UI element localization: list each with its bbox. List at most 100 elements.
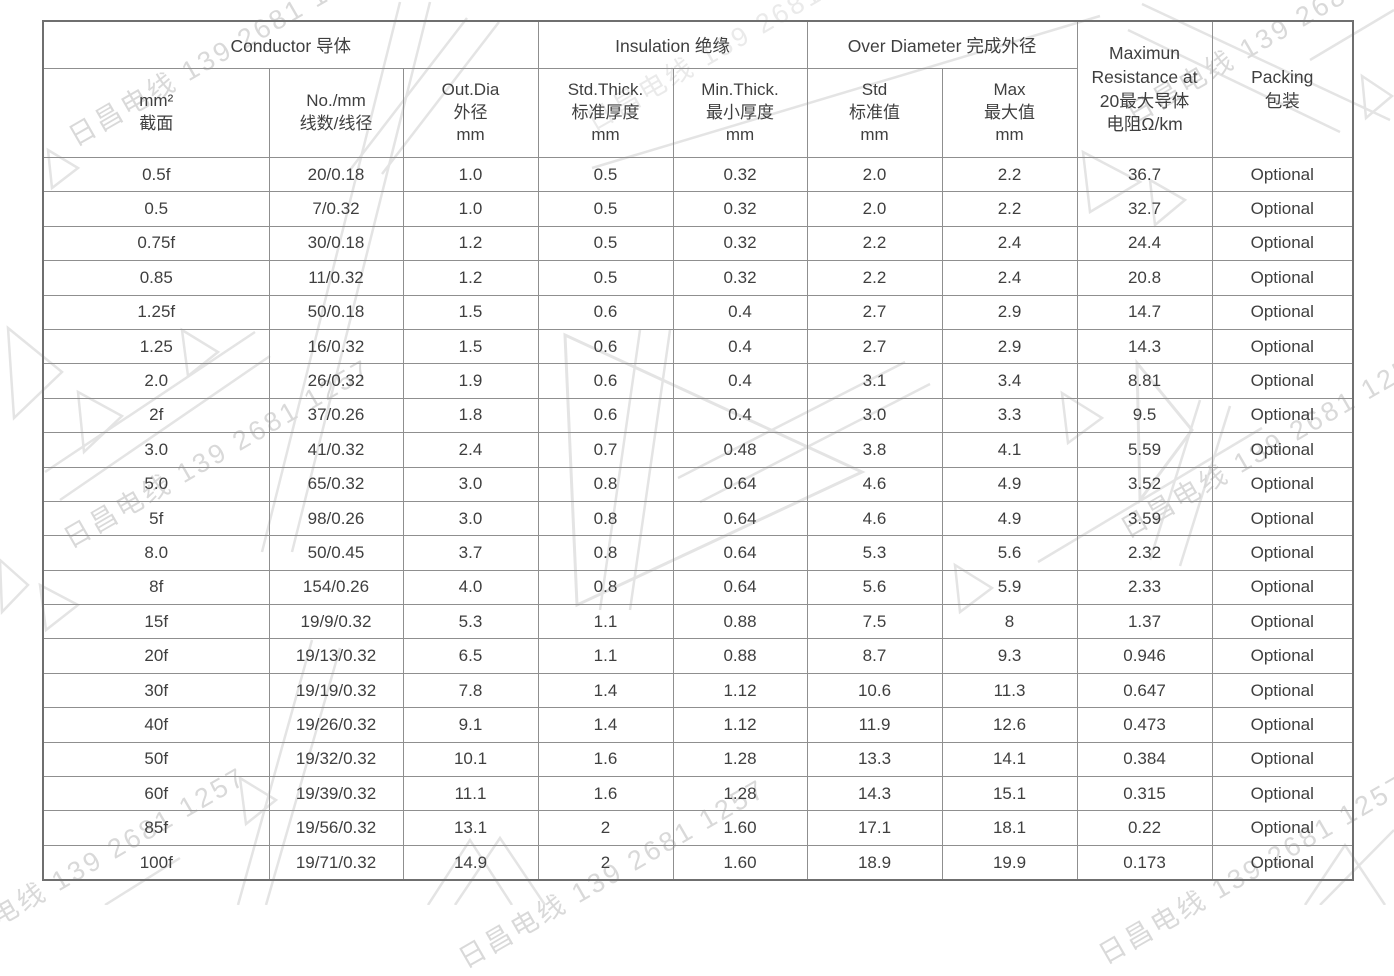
table-cell: 3.0 — [402, 466, 539, 502]
table-cell: 1.25 — [42, 328, 270, 365]
table-cell: 0.6 — [537, 397, 674, 434]
table-cell: 2.33 — [1076, 569, 1213, 606]
table-cell: 2.2 — [941, 156, 1078, 193]
table-cell: 18.1 — [941, 810, 1078, 846]
table-cell: 6.5 — [402, 638, 539, 674]
table-cell: 1.25f — [42, 294, 270, 330]
table-cell: 17.1 — [806, 810, 943, 846]
table-cell: 3.52 — [1076, 466, 1213, 502]
table-cell: 0.64 — [672, 535, 808, 571]
header-max-resistance: Maximun Resistance at 20最大导体 电阻Ω/km — [1076, 20, 1213, 158]
table-cell: 2 — [537, 810, 674, 846]
table-cell: 2f — [42, 397, 270, 434]
table-cell: 0.8 — [537, 569, 674, 606]
table-cell: 12.6 — [941, 707, 1078, 743]
table-cell: 8f — [42, 569, 270, 606]
table-cell: 0.64 — [672, 569, 808, 606]
table-cell: 5.6 — [806, 569, 943, 606]
table-cell: 1.6 — [537, 741, 674, 778]
header-no-per-mm: No./mm 线数/线径 — [268, 68, 404, 158]
table-cell: 7.8 — [402, 672, 539, 709]
header-group-conductor: Conductor 导体 — [42, 20, 539, 69]
table-cell: 0.5 — [537, 191, 674, 227]
table-cell: 1.0 — [402, 156, 539, 193]
table-cell: 7/0.32 — [268, 191, 404, 227]
table-cell: 85f — [42, 810, 270, 846]
table-row: 3.0 41/0.32 2.4 0.7 0.48 3.8 4.1 5.59 Optional — [42, 432, 1354, 468]
table-cell: 3.59 — [1076, 500, 1213, 537]
table-row: 85f 19/56/0.32 13.1 2 1.60 17.1 18.1 0.22 Option… — [42, 810, 1354, 846]
table-row: 2.0 26/0.32 1.9 0.6 0.4 3.1 3.4 8.81 Optional — [42, 363, 1354, 399]
table-cell: 0.4 — [672, 363, 808, 399]
table-cell: Optional — [1211, 294, 1354, 330]
table-cell: 9.5 — [1076, 397, 1213, 434]
table-cell: 19.9 — [941, 844, 1078, 881]
table-cell: 1.1 — [537, 604, 674, 640]
table-cell: 2.7 — [806, 328, 943, 365]
table-cell: 0.22 — [1076, 810, 1213, 846]
table-cell: 41/0.32 — [268, 432, 404, 468]
table-row: 100f 19/71/0.32 14.9 2 1.60 18.9 19.9 0.173 Opti… — [42, 844, 1354, 881]
table-cell: 3.3 — [941, 397, 1078, 434]
table-cell: 0.48 — [672, 432, 808, 468]
table-row: 30f 19/19/0.32 7.8 1.4 1.12 10.6 11.3 0.647 Opti… — [42, 672, 1354, 709]
table-cell: 0.946 — [1076, 638, 1213, 674]
table-cell: 0.5 — [537, 260, 674, 296]
table-cell: 0.4 — [672, 397, 808, 434]
table-cell: 11/0.32 — [268, 260, 404, 296]
table-cell: 20/0.18 — [268, 156, 404, 193]
table-cell: 0.32 — [672, 260, 808, 296]
table-cell: 154/0.26 — [268, 569, 404, 606]
table-cell: 18.9 — [806, 844, 943, 881]
table-cell: 3.4 — [941, 363, 1078, 399]
table-header: Conductor 导体 Insulation 绝缘 Over Diameter… — [42, 20, 1354, 158]
table-cell: 0.4 — [672, 294, 808, 330]
table-cell: 1.8 — [402, 397, 539, 434]
table-cell: 11.9 — [806, 707, 943, 743]
table-cell: 5.3 — [402, 604, 539, 640]
table-cell: 0.5 — [42, 191, 270, 227]
table-cell: 15f — [42, 604, 270, 640]
table-cell: 14.3 — [806, 776, 943, 812]
table-cell: 8.81 — [1076, 363, 1213, 399]
table-cell: 1.1 — [537, 638, 674, 674]
table-cell: 15.1 — [941, 776, 1078, 812]
table-cell: 2.7 — [806, 294, 943, 330]
table-cell: 0.32 — [672, 225, 808, 262]
table-cell: Optional — [1211, 397, 1354, 434]
table-cell: 19/13/0.32 — [268, 638, 404, 674]
table-cell: 13.3 — [806, 741, 943, 778]
table-cell: 37/0.26 — [268, 397, 404, 434]
table-cell: 0.8 — [537, 535, 674, 571]
table-cell: Optional — [1211, 741, 1354, 778]
table-row: 50f 19/32/0.32 10.1 1.6 1.28 13.3 14.1 0.384 Opt… — [42, 741, 1354, 778]
table-cell: 26/0.32 — [268, 363, 404, 399]
table-row: 0.5 7/0.32 1.0 0.5 0.32 2.0 2.2 32.7 Optional — [42, 191, 1354, 227]
table-cell: 30/0.18 — [268, 225, 404, 262]
table-cell: Optional — [1211, 466, 1354, 502]
table-row: 8f 154/0.26 4.0 0.8 0.64 5.6 5.9 2.33 Optional — [42, 569, 1354, 606]
table-cell: 0.5 — [537, 156, 674, 193]
table-cell: 0.85 — [42, 260, 270, 296]
table-cell: 4.0 — [402, 569, 539, 606]
table-row: 5.0 65/0.32 3.0 0.8 0.64 4.6 4.9 3.52 Optional — [42, 466, 1354, 502]
table-cell: 100f — [42, 844, 270, 881]
table-cell: Optional — [1211, 432, 1354, 468]
table-cell: 0.64 — [672, 500, 808, 537]
table-cell: 14.3 — [1076, 328, 1213, 365]
table-cell: 1.28 — [672, 741, 808, 778]
table-cell: 0.5f — [42, 156, 270, 193]
table-cell: 8.0 — [42, 535, 270, 571]
table-cell: 5.6 — [941, 535, 1078, 571]
header-max-diameter: Max 最大值 mm — [941, 68, 1078, 158]
table-cell: 3.7 — [402, 535, 539, 571]
table-row: 8.0 50/0.45 3.7 0.8 0.64 5.3 5.6 2.32 Optional — [42, 535, 1354, 571]
table-cell: 2 — [537, 844, 674, 881]
table-cell: 1.0 — [402, 191, 539, 227]
wire-spec-table: Conductor 导体 Insulation 绝缘 Over Diameter… — [42, 20, 1355, 882]
table-cell: 0.6 — [537, 363, 674, 399]
table-cell: 36.7 — [1076, 156, 1213, 193]
table-cell: 10.1 — [402, 741, 539, 778]
table-cell: 2.9 — [941, 294, 1078, 330]
table-row: 15f 19/9/0.32 5.3 1.1 0.88 7.5 8 1.37 Optional — [42, 604, 1354, 640]
